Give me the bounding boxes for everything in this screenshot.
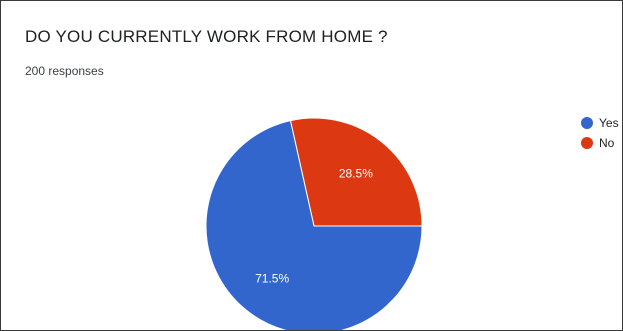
legend-item-no[interactable]: No [581, 133, 619, 153]
legend-label-yes: Yes [599, 116, 619, 130]
legend-label-no: No [599, 136, 615, 150]
legend-swatch-yes [581, 117, 593, 129]
legend-swatch-no [581, 137, 593, 149]
chart-legend: Yes No [581, 113, 619, 153]
pie-slice-yes[interactable] [205, 120, 423, 331]
chart-title: DO YOU CURRENTLY WORK FROM HOME ? [25, 27, 388, 46]
pie-label-no: 28.5% [339, 167, 373, 181]
legend-item-yes[interactable]: Yes [581, 113, 619, 133]
response-count: 200 responses [25, 64, 104, 78]
pie-slice-no[interactable] [289, 117, 423, 227]
pie-label-yes: 71.5% [255, 271, 289, 285]
